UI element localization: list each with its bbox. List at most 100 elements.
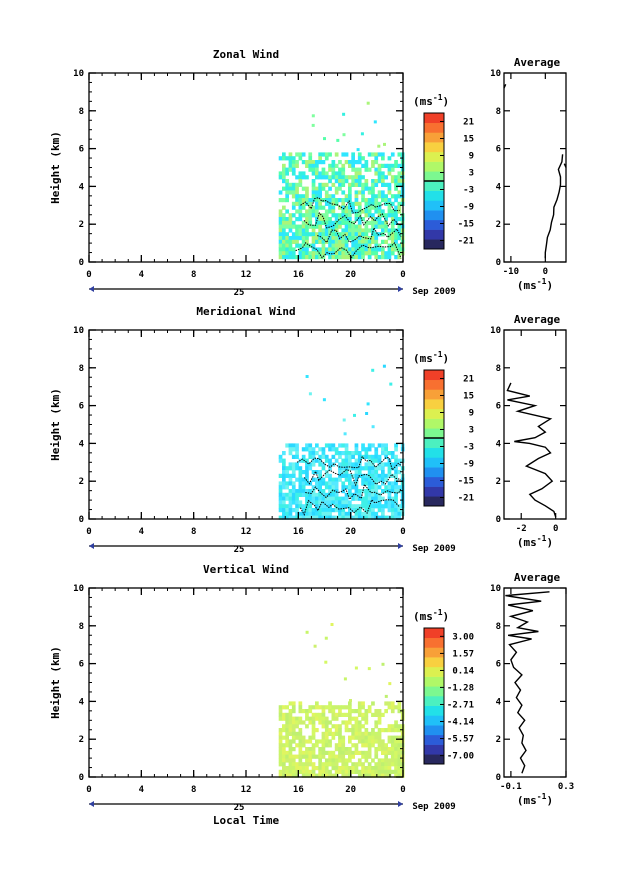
heatmap-cell [348, 754, 352, 759]
heatmap-cell [318, 758, 322, 763]
heatmap-cell [354, 228, 359, 233]
heatmap-cell [311, 454, 316, 459]
heatmap-cell [328, 754, 332, 759]
heatmap-cell [338, 709, 342, 714]
heatmap-cell [394, 255, 398, 260]
heatmap-cell [341, 220, 346, 225]
heatmap-cell [311, 712, 316, 717]
heatmap-cell [377, 720, 382, 725]
heatmap-cell [285, 255, 289, 260]
heatmap-cell [394, 462, 398, 467]
heatmap-cell [328, 762, 332, 767]
heatmap-cell [354, 217, 359, 222]
heatmap-cell [381, 182, 385, 187]
unit-close: ) [546, 279, 553, 292]
heatmap-cell [364, 451, 369, 456]
heatmap-cell [301, 232, 306, 237]
heatmap-cell [308, 511, 313, 516]
heatmap-cell [282, 769, 286, 774]
heatmap-cell [338, 750, 342, 755]
heatmap-cell [291, 247, 296, 252]
heatmap-cell [295, 496, 299, 501]
heatmap-cell [315, 217, 319, 222]
heatmap-cell [288, 728, 293, 733]
heatmap-cell [387, 735, 392, 740]
date-label: Sep 2009 [412, 544, 455, 554]
heatmap-cell [377, 728, 382, 733]
heatmap-cell [351, 239, 355, 244]
heatmap-cell [311, 190, 316, 195]
heatmap-cell [357, 243, 362, 248]
heatmap-cell [301, 198, 306, 203]
heatmap-cell [387, 504, 392, 509]
heatmap-cell [282, 477, 286, 482]
heatmap-cell [387, 758, 392, 763]
heatmap-cell [308, 462, 313, 467]
heatmap-cell [341, 762, 346, 767]
heatmap-cell [344, 504, 349, 509]
heatmap-cell [318, 769, 322, 774]
heatmap-cell [324, 766, 329, 771]
heatmap-cell [390, 454, 395, 459]
heatmap-cell [364, 232, 369, 237]
heatmap-cell [351, 220, 355, 225]
day-bar-arrow-left [89, 543, 94, 549]
heatmap-cell [374, 224, 379, 229]
heatmap-cell [344, 251, 349, 256]
heatmap-cell [397, 247, 402, 252]
heatmap-cell [374, 739, 379, 744]
heatmap-cell [357, 156, 362, 161]
heatmap-cell [288, 701, 293, 706]
heatmap-cell [348, 504, 352, 509]
average-frame [503, 329, 567, 520]
heatmap-cell [278, 508, 283, 513]
heatmap-cell [377, 190, 382, 195]
heatmap-cell [357, 466, 362, 471]
heatmap-cell [311, 205, 316, 210]
heatmap-cell [354, 239, 359, 244]
heatmap-cell [311, 485, 316, 490]
heatmap-cell [353, 413, 356, 417]
heatmap-cell [288, 236, 293, 241]
heatmap-cell [357, 247, 362, 252]
heatmap-cell [331, 508, 336, 513]
heatmap-cell [308, 213, 313, 218]
heatmap-cell [351, 152, 355, 157]
heatmap-cell [374, 747, 379, 752]
heatmap-cell [364, 163, 369, 168]
heatmap-cell [367, 209, 372, 214]
heatmap-cell [282, 213, 286, 218]
heatmap-cell [390, 758, 395, 763]
y-axis-label: Height (km) [49, 646, 62, 719]
heatmap-cell [331, 224, 336, 229]
heatmap-cell [311, 773, 316, 778]
colorbar-segment [424, 239, 444, 250]
heatmap-cell [291, 167, 296, 172]
unit-text: (ms [413, 95, 433, 108]
heatmap-cell [301, 213, 306, 218]
heatmap-cell [394, 492, 398, 497]
heatmap-cell [331, 236, 336, 241]
heatmap-cell [394, 236, 398, 241]
heatmap-cell [377, 217, 382, 222]
heatmap-cell [324, 175, 329, 180]
heatmap-cell [377, 462, 382, 467]
heatmap-cell [390, 769, 395, 774]
heatmap-cell [394, 217, 398, 222]
heatmap-cell [291, 720, 296, 725]
heatmap-cell [282, 773, 286, 778]
heatmap-cell [308, 451, 313, 456]
heatmap-cell [390, 247, 395, 252]
average-x-tick-label: 0.3 [558, 782, 574, 792]
heatmap-cell [331, 766, 336, 771]
heatmap-cell [311, 477, 316, 482]
y-tick-label: 4 [79, 697, 85, 707]
heatmap-cell [328, 728, 332, 733]
heatmap-cell [338, 239, 342, 244]
heatmap-cell [321, 508, 326, 513]
heatmap-cell [315, 701, 319, 706]
colorbar-segment [424, 676, 444, 687]
heatmap-cell [357, 228, 362, 233]
colorbar-segment [424, 200, 444, 211]
heatmap-cell [381, 224, 385, 229]
